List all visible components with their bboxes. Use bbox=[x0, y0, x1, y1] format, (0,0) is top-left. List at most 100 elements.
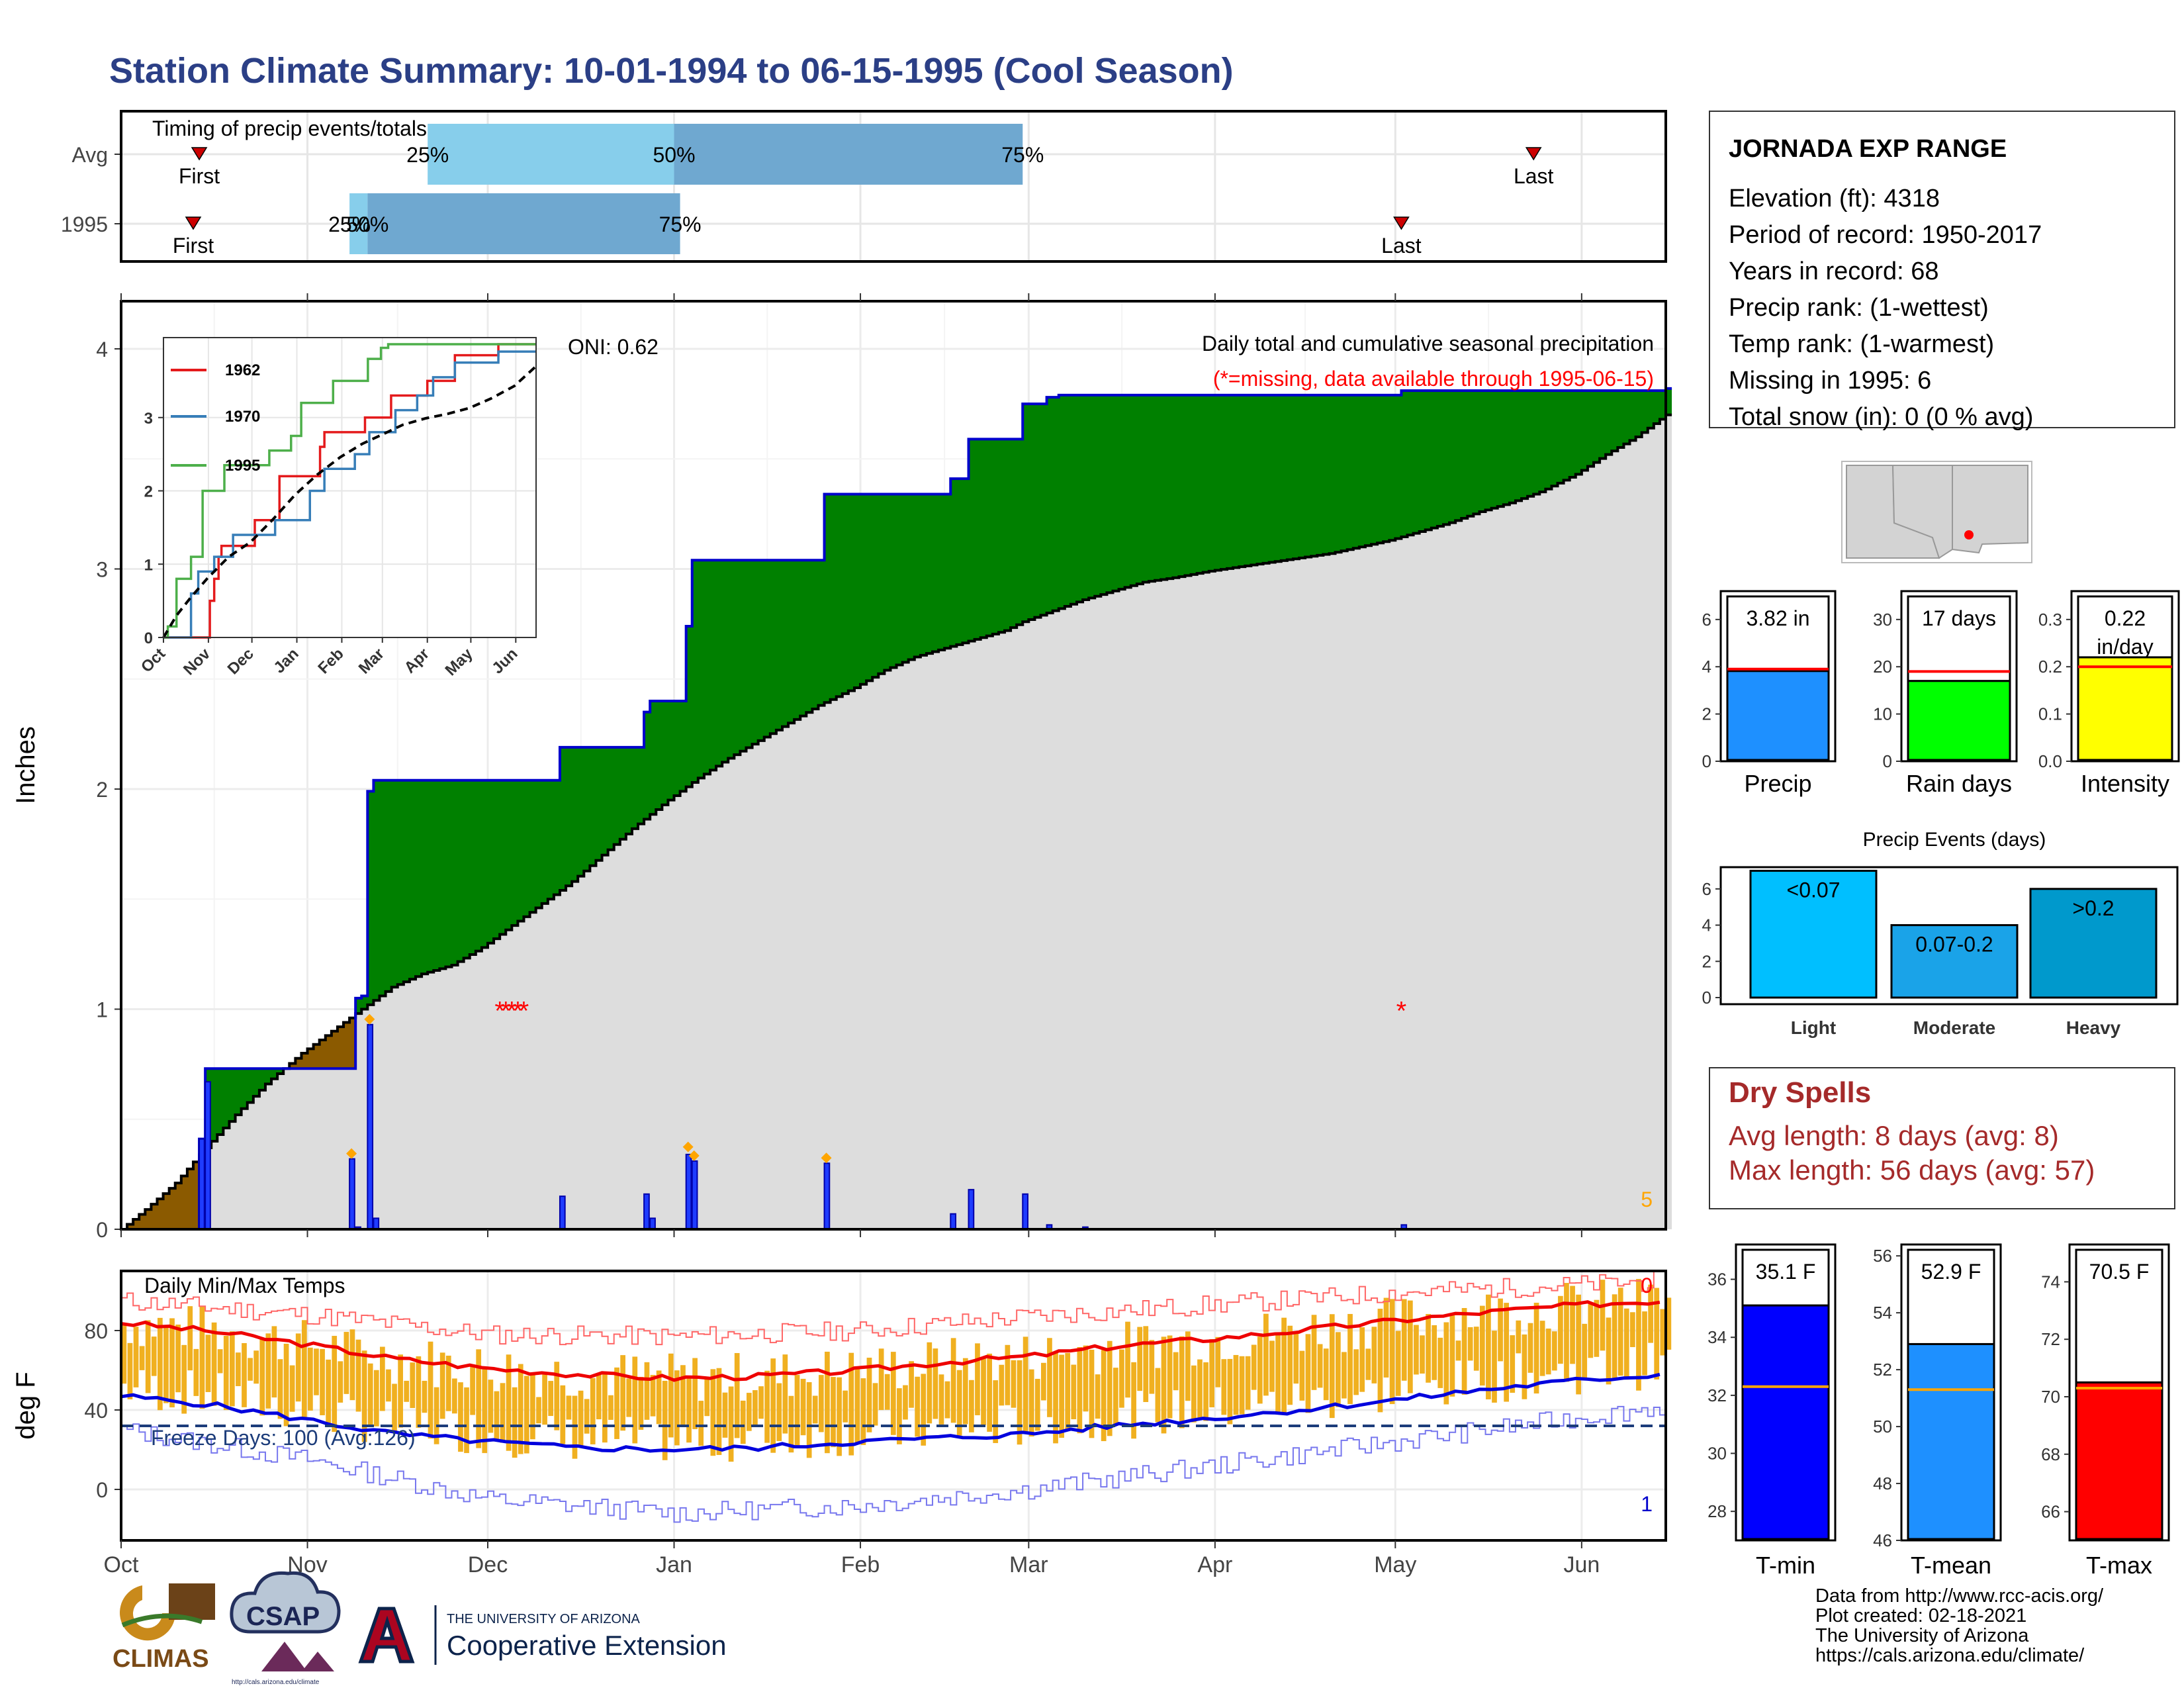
cumulative-1995-line bbox=[121, 387, 1672, 1231]
daily-temp-bar bbox=[950, 1338, 956, 1423]
daily-temp-bar bbox=[837, 1377, 842, 1456]
daily-temp-bar bbox=[242, 1342, 247, 1407]
csap-mountain-icon bbox=[261, 1642, 334, 1671]
events-bar bbox=[2029, 888, 2158, 999]
daily-temp-bar bbox=[380, 1346, 385, 1411]
daily-temp-bar bbox=[283, 1343, 289, 1427]
events-bar-label: <0.07 bbox=[1787, 878, 1841, 902]
ua-logo: THE UNIVERSITY OF ARIZONA Cooperative Ex… bbox=[358, 1605, 727, 1665]
daily-temp-bar bbox=[1257, 1336, 1263, 1404]
daily-temp-bar bbox=[831, 1377, 836, 1448]
timing-last-label: Last bbox=[1381, 234, 1422, 258]
mini-panel-name: Precip bbox=[1744, 770, 1811, 797]
logos: CLIMAS CSAP http://cals.arizona.edu/clim… bbox=[113, 1571, 727, 1686]
map-state-newmexico bbox=[1952, 465, 2028, 554]
daily-precip-bar bbox=[373, 1217, 380, 1230]
mini-y-tick-label: 70 bbox=[2041, 1387, 2060, 1407]
daily-temp-bar bbox=[680, 1365, 686, 1427]
daily-temp-bar bbox=[1449, 1314, 1455, 1397]
daily-temp-bar bbox=[590, 1378, 596, 1444]
station-info-line: Elevation (ft): 4318 bbox=[1729, 185, 1940, 212]
daily-temp-bar bbox=[326, 1359, 331, 1427]
daily-temp-bar bbox=[800, 1378, 806, 1436]
below-min-area bbox=[121, 414, 1672, 1229]
daily-temp-bar bbox=[1203, 1362, 1208, 1421]
daily-temp-bar bbox=[1588, 1304, 1594, 1358]
daily-temp-bar bbox=[1426, 1314, 1431, 1383]
daily-temp-bar bbox=[728, 1386, 734, 1462]
station-info-panel: JORNADA EXP RANGE Elevation (ft): 4318 Pe… bbox=[1709, 111, 2175, 431]
daily-temp-bar bbox=[181, 1344, 187, 1414]
daily-temp-bar bbox=[1083, 1345, 1089, 1412]
daily-temp-bar bbox=[987, 1353, 992, 1432]
mini-y-tick-label: 0.3 bbox=[2038, 610, 2062, 630]
daily-temp-bar bbox=[1173, 1352, 1179, 1391]
daily-temp-bar bbox=[686, 1378, 692, 1443]
station-info-line: Years in record: 68 bbox=[1729, 258, 1939, 285]
precip-events-panel: Precip Events (days) 0 2 4 6 <0.07 Light 0.07-0… bbox=[1702, 829, 2179, 1038]
daily-temp-bar bbox=[698, 1401, 704, 1446]
daily-precip-bar bbox=[1022, 1193, 1028, 1231]
daily-temp-bar bbox=[464, 1387, 469, 1454]
daily-temp-bar bbox=[1101, 1350, 1107, 1442]
missing-marker: * bbox=[1396, 997, 1407, 1026]
footer: Data from http://www.rcc-acis.org/ Plot … bbox=[1815, 1585, 2104, 1666]
mini-value-label: 70.5 F bbox=[2089, 1260, 2150, 1284]
mini-value-label-2: in/day bbox=[2097, 635, 2153, 659]
daily-temp-bar bbox=[211, 1322, 217, 1406]
daily-temp-bar bbox=[133, 1327, 139, 1387]
mini-y-tick-label: 66 bbox=[2041, 1502, 2060, 1522]
daily-temp-bar bbox=[812, 1395, 818, 1424]
daily-temp-bar bbox=[740, 1400, 746, 1444]
daily-temp-bar bbox=[445, 1355, 451, 1411]
mini-label-box bbox=[2075, 1248, 2163, 1383]
daily-temp-bar bbox=[367, 1363, 373, 1427]
daily-temp-bar bbox=[439, 1352, 445, 1419]
daily-temp-bar bbox=[1479, 1305, 1485, 1386]
daily-temp-bar bbox=[277, 1359, 283, 1419]
mini-value-label: 35.1 F bbox=[1756, 1260, 1816, 1284]
daily-temp-bar bbox=[1636, 1279, 1641, 1391]
inset-legend-label: 1970 bbox=[225, 408, 260, 426]
daily-temp-bar bbox=[1342, 1352, 1347, 1399]
inset-y-tick-label: 3 bbox=[144, 410, 153, 428]
mini-y-tick-label: 54 bbox=[1873, 1303, 1892, 1323]
mini-y-tick-label: 56 bbox=[1873, 1246, 1892, 1266]
daily-temp-bar bbox=[151, 1336, 157, 1376]
daily-temp-bar bbox=[962, 1358, 968, 1425]
daily-temp-bar bbox=[1287, 1325, 1293, 1405]
inset-series-line-1970 bbox=[163, 350, 536, 639]
daily-temp-bar bbox=[608, 1395, 614, 1420]
daily-temp-bar bbox=[1053, 1351, 1058, 1444]
daily-temp-bar bbox=[373, 1370, 379, 1427]
daily-temp-bar bbox=[1336, 1332, 1341, 1407]
daily-temp-bar bbox=[253, 1350, 259, 1384]
first-marker-icon bbox=[191, 147, 208, 161]
mini-y-tick-label: 28 bbox=[1707, 1501, 1727, 1521]
daily-temp-bar bbox=[903, 1385, 908, 1420]
mini-y-tick-label: 34 bbox=[1707, 1327, 1727, 1347]
record-tmin-line bbox=[121, 1401, 1666, 1523]
temps-y-tick-label: 0 bbox=[96, 1478, 108, 1502]
daily-temp-bar bbox=[710, 1369, 716, 1456]
mini-value-bar bbox=[2075, 1381, 2163, 1540]
daily-temp-bar bbox=[500, 1383, 506, 1443]
daily-temp-bar bbox=[999, 1364, 1005, 1406]
footer-line-4: https://cals.arizona.edu/climate/ bbox=[1815, 1645, 2085, 1666]
timing-label-75: 75% bbox=[659, 212, 702, 236]
daily-temp-bar bbox=[782, 1354, 788, 1434]
daily-temp-bar bbox=[1323, 1348, 1329, 1401]
main-y-tick-label: 2 bbox=[96, 778, 108, 802]
daily-temp-bar bbox=[1161, 1336, 1167, 1434]
timing-label-50: 50% bbox=[653, 143, 695, 167]
daily-temp-bar bbox=[1131, 1362, 1136, 1439]
climas-logo-swoosh bbox=[121, 1613, 203, 1628]
daily-temp-bar bbox=[1251, 1344, 1257, 1390]
daily-temp-bar bbox=[386, 1369, 391, 1402]
daily-temp-bar bbox=[1389, 1299, 1395, 1405]
main-y-tick-label: 4 bbox=[96, 338, 108, 361]
mini-y-tick-label: 0.0 bbox=[2038, 751, 2062, 771]
mini-y-tick-label: 0.2 bbox=[2038, 657, 2062, 677]
